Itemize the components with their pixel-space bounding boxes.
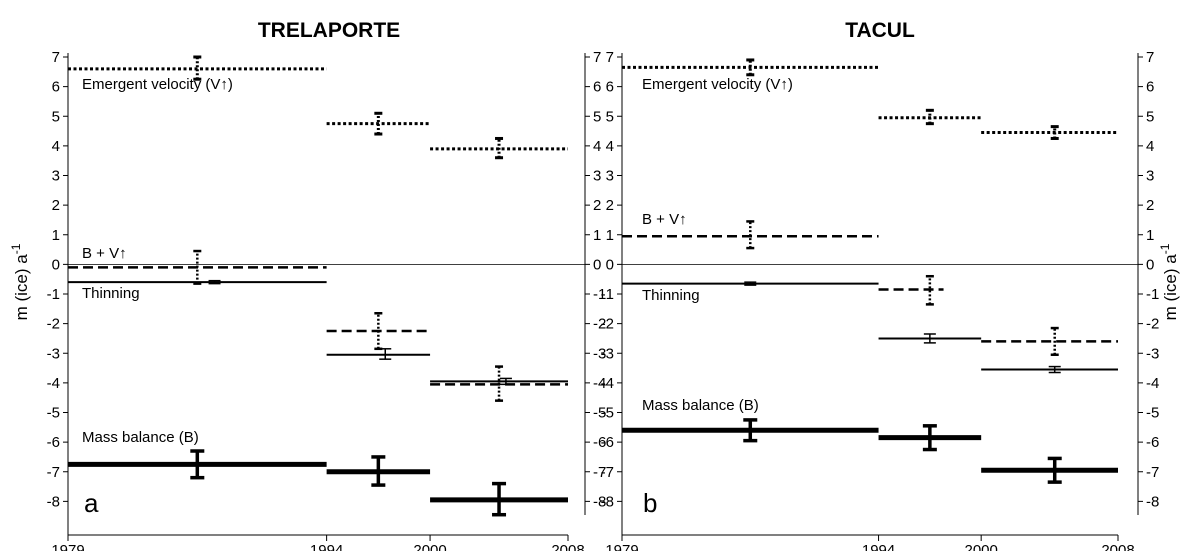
y-tick-label-left: 4 <box>52 138 60 155</box>
y-axis-title-text: m (ice) a <box>12 254 31 321</box>
x-tick-label: 2008 <box>551 542 584 551</box>
series-label-mass-balance: Mass balance (B) <box>642 397 759 414</box>
y-tick-label-left: 2 <box>606 197 614 214</box>
y-tick-label-left: -6 <box>47 434 60 451</box>
y-tick-label-left: 2 <box>52 197 60 214</box>
y-tick-label-right: -6 <box>1146 434 1159 451</box>
y-tick-label-right: 3 <box>1146 168 1154 185</box>
svg-text:m (ice) a-1: m (ice) a-1 <box>9 243 31 320</box>
y-tick-label-left: -4 <box>47 375 60 392</box>
y-tick-label-left: -2 <box>601 316 614 333</box>
panel-a: -8 -8 -7 -7 -6 -6 -5 -5 -4 -4 -3 -3 -2 -2 -1 -1 0 0 1 1 2 2 3 3… <box>47 49 607 551</box>
y-tick-label-left: -3 <box>47 345 60 362</box>
y-tick-label-right: -6 <box>593 434 606 451</box>
series-label-emergent-velocity: Emergent velocity (V↑) <box>82 76 233 93</box>
x-tick-label: 2008 <box>1101 542 1134 551</box>
x-tick-label: 1979 <box>605 542 638 551</box>
y-tick-label-right: 1 <box>1146 227 1154 244</box>
panel-b: -8 -8 -7 -7 -6 -6 -5 -5 -4 -4 -3 -3 -2 -2 -1 -1 0 0 1 1 2 2 3 3… <box>601 49 1160 551</box>
y-tick-label-left: 7 <box>52 49 60 66</box>
y-tick-label-right: 2 <box>1146 197 1154 214</box>
y-tick-label-right: -1 <box>593 286 606 303</box>
y-tick-label-left: -7 <box>601 464 614 481</box>
y-tick-label-right: 4 <box>1146 138 1154 155</box>
series-label-thinning: Thinning <box>82 285 140 302</box>
y-tick-label-left: -8 <box>601 493 614 510</box>
y-tick-label-right: -3 <box>1146 345 1159 362</box>
y-axis-title-sup: -1 <box>1158 243 1172 254</box>
y-tick-label-left: 5 <box>606 108 614 125</box>
y-tick-label-left: -8 <box>47 493 60 510</box>
y-tick-label-left: -1 <box>601 286 614 303</box>
x-tick-label: 1994 <box>862 542 895 551</box>
y-tick-label-left: -5 <box>47 405 60 422</box>
y-tick-label-right: -7 <box>1146 464 1159 481</box>
y-tick-label-right: -4 <box>593 375 606 392</box>
y-tick-label-right: 5 <box>1146 108 1154 125</box>
y-tick-label-left: 1 <box>606 227 614 244</box>
svg-text:m (ice) a-1: m (ice) a-1 <box>1158 243 1180 320</box>
y-tick-label-right: 5 <box>593 108 601 125</box>
y-tick-label-left: 7 <box>606 49 614 66</box>
y-tick-label-left: 3 <box>52 168 60 185</box>
x-tick-label: 2000 <box>413 542 446 551</box>
y-tick-label-left: 5 <box>52 108 60 125</box>
y-axis-title-left: m (ice) a-1 <box>9 243 31 320</box>
y-tick-label-right: -2 <box>593 316 606 333</box>
y-tick-label-left: -4 <box>601 375 614 392</box>
y-tick-label-left: -2 <box>47 316 60 333</box>
y-tick-label-left: 6 <box>52 79 60 96</box>
y-tick-label-left: -5 <box>601 405 614 422</box>
y-axis-title-right: m (ice) a-1 <box>1158 243 1180 320</box>
series-label-thinning: Thinning <box>642 287 700 304</box>
y-tick-label-right: -8 <box>1146 493 1159 510</box>
y-tick-label-right: 7 <box>593 49 601 66</box>
y-tick-label-left: -6 <box>601 434 614 451</box>
y-tick-label-left: 3 <box>606 168 614 185</box>
y-tick-label-right: 0 <box>593 256 601 273</box>
y-tick-label-right: -4 <box>1146 375 1159 392</box>
y-tick-label-right: 2 <box>593 197 601 214</box>
panel-title-a: TRELAPORTE <box>258 19 400 42</box>
y-tick-label-right: -5 <box>1146 405 1159 422</box>
y-tick-label-right: -3 <box>593 345 606 362</box>
y-tick-label-right: 0 <box>1146 256 1154 273</box>
y-tick-label-right: -8 <box>593 493 606 510</box>
y-tick-label-right: -5 <box>593 405 606 422</box>
y-tick-label-left: -3 <box>601 345 614 362</box>
x-tick-label: 2000 <box>964 542 997 551</box>
y-tick-label-left: 4 <box>606 138 614 155</box>
series-label-mass-balance: Mass balance (B) <box>82 429 199 446</box>
series-label-b-plus-v: B + V↑ <box>642 211 687 228</box>
y-tick-label-left: 1 <box>52 227 60 244</box>
y-tick-label-left: -1 <box>47 286 60 303</box>
y-tick-label-right: 6 <box>1146 79 1154 96</box>
y-tick-label-right: -7 <box>593 464 606 481</box>
series-label-emergent-velocity: Emergent velocity (V↑) <box>642 76 793 93</box>
y-tick-label-right: 7 <box>1146 49 1154 66</box>
y-tick-label-left: 0 <box>606 256 614 273</box>
panel-letter: b <box>643 488 657 518</box>
y-tick-label-right: -2 <box>1146 316 1159 333</box>
series-label-b-plus-v: B + V↑ <box>82 245 127 262</box>
y-axis-title-sup: -1 <box>9 243 23 254</box>
y-axis-title-text: m (ice) a <box>1161 254 1180 321</box>
panel-letter: a <box>84 488 99 518</box>
panel-title-b: TACUL <box>845 19 915 42</box>
y-tick-label-right: 1 <box>593 227 601 244</box>
x-tick-label: 1979 <box>51 542 84 551</box>
y-tick-label-right: 3 <box>593 168 601 185</box>
y-tick-label-left: -7 <box>47 464 60 481</box>
x-tick-label: 1994 <box>310 542 343 551</box>
y-tick-label-right: -1 <box>1146 286 1159 303</box>
y-tick-label-left: 6 <box>606 79 614 96</box>
y-tick-label-left: 0 <box>52 256 60 273</box>
y-tick-label-right: 4 <box>593 138 601 155</box>
y-tick-label-right: 6 <box>593 79 601 96</box>
